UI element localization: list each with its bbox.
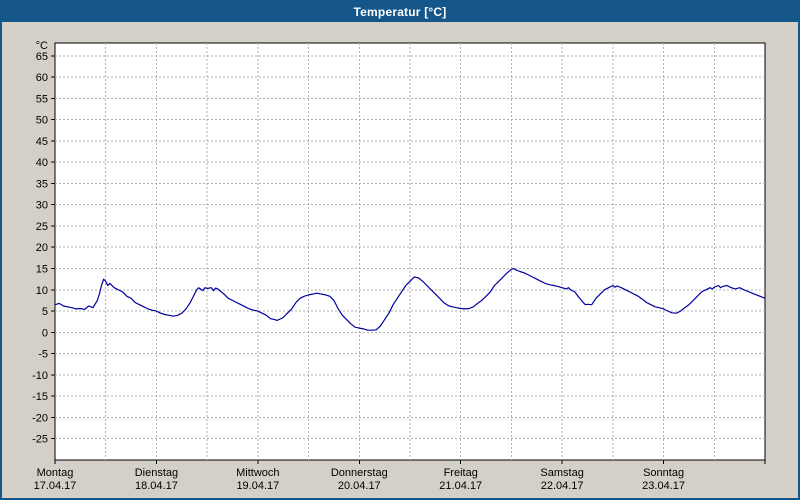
temperature-chart: 65605550454035302520151050-5-10-15-20-25… [32,40,766,492]
y-tick-label: 25 [36,221,48,233]
y-tick-label: 60 [36,72,48,84]
y-tick-label: 15 [36,264,48,276]
y-tick-label: 50 [36,115,48,127]
window-title: Temperatur [°C] [353,5,447,19]
chart-area: 65 60 55 50 45 40 35 30 25 20 15 10 5 0 -5 -10 -15 -20 -25… [2,22,798,498]
x-day-date: 18.04.17 [135,480,178,492]
y-tick-label: 30 [36,200,48,212]
y-tick-label: 55 [36,93,48,105]
y-tick-label: 65 [36,51,48,63]
y-tick-label: 45 [36,136,48,148]
temperature-line [54,267,766,331]
x-day-date: 19.04.17 [236,480,279,492]
y-axis: 65605550454035302520151050-5-10-15-20-25… [32,40,55,446]
x-day-date: 23.04.17 [642,480,685,492]
x-day-name: Dienstag [135,467,178,479]
x-day-date: 20.04.17 [338,480,381,492]
y-tick-label: 20 [36,242,48,254]
y-tick-label: 10 [36,285,48,297]
series-lines [54,267,766,331]
y-tick-label: -10 [32,370,48,382]
y-tick-label: -20 [32,412,48,424]
y-tick-label: 40 [36,157,48,169]
y-axis-unit-label: °C [36,40,48,52]
x-day-name: Mittwoch [236,467,279,479]
y-tick-label: 5 [42,306,48,318]
x-day-name: Samstag [540,467,583,479]
window-title-bar[interactable]: Temperatur [°C] [2,2,798,22]
x-day-name: Freitag [444,467,478,479]
y-tick-label: 0 [42,327,48,339]
x-day-name: Donnerstag [331,467,388,479]
y-tick-label: -5 [38,349,48,361]
x-day-name: Sonntag [643,467,684,479]
y-tick-label: -25 [32,434,48,446]
x-day-date: 21.04.17 [439,480,482,492]
gridlines [55,43,765,460]
y-tick-label: -15 [32,391,48,403]
x-day-date: 22.04.17 [541,480,584,492]
x-day-name: Montag [37,467,74,479]
x-day-date: 17.04.17 [34,480,77,492]
y-tick-label: 35 [36,178,48,190]
